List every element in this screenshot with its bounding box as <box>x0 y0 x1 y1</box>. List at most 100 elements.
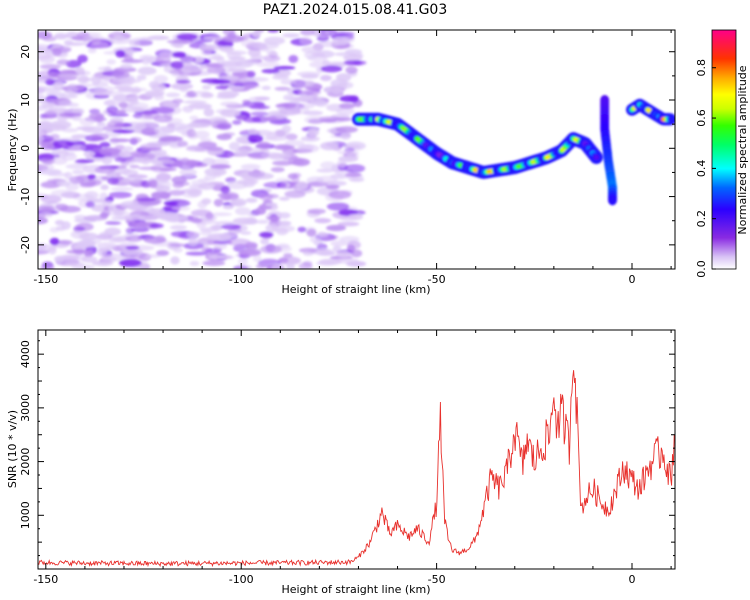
ridge-layer <box>352 95 675 206</box>
colorbar-tick-label: 0.6 <box>695 109 708 127</box>
noise-blob <box>284 190 306 199</box>
noise-blob <box>308 118 324 124</box>
spectrogram-y-label: Frequency (Hz) <box>6 109 19 192</box>
noise-blob <box>190 217 203 224</box>
noise-blob <box>344 172 362 178</box>
noise-blob <box>292 103 315 109</box>
noise-blob <box>64 151 76 156</box>
noise-blob <box>63 39 74 46</box>
noise-blob <box>40 263 55 269</box>
noise-blob <box>189 115 199 121</box>
noise-blob <box>276 227 289 236</box>
spectrogram-y-tick-label: -20 <box>19 236 32 254</box>
noise-blob <box>343 60 367 66</box>
noise-blob <box>39 63 61 70</box>
noise-blob <box>250 54 264 60</box>
noise-blob <box>186 231 201 237</box>
noise-blob <box>40 181 61 189</box>
noise-blob <box>188 237 198 246</box>
spectrogram-y-tick-label: 0 <box>19 145 32 152</box>
noise-blob <box>219 233 236 238</box>
noise-blob <box>306 228 317 237</box>
noise-blob <box>141 111 160 120</box>
noise-blob <box>96 121 106 127</box>
noise-blob <box>212 224 222 230</box>
snr-frame <box>37 329 676 570</box>
vertical-feature-blob <box>608 195 617 206</box>
noise-blob <box>212 169 225 174</box>
noise-blob <box>54 255 65 263</box>
noise-blob <box>300 30 315 36</box>
noise-blob <box>186 129 197 138</box>
noise-blob <box>89 133 110 141</box>
noise-blob <box>272 160 294 166</box>
noise-blob <box>163 141 178 146</box>
noise-blob <box>98 231 110 240</box>
noise-blob <box>328 190 352 199</box>
noise-blob <box>52 48 62 56</box>
noise-blob <box>317 231 327 236</box>
noise-blob <box>247 212 257 217</box>
noise-blob <box>287 173 299 180</box>
noise-blob <box>99 192 108 201</box>
noise-blob <box>283 253 293 258</box>
noise-blob <box>71 115 82 121</box>
noise-blob <box>38 44 50 49</box>
noise-blob <box>260 152 281 158</box>
noise-blob <box>228 56 246 61</box>
noise-blob <box>198 182 215 190</box>
noise-blob <box>137 66 157 75</box>
noise-blob <box>240 163 261 170</box>
noise-blob <box>47 172 69 177</box>
noise-blob <box>142 254 161 258</box>
noise-blob <box>339 95 359 102</box>
noise-blob <box>232 217 257 225</box>
noise-blob <box>74 67 85 74</box>
colorbar-tick-label: 0.4 <box>695 160 708 178</box>
noise-blob <box>242 101 266 108</box>
snr-y-label: SNR (10 * v/v) <box>6 410 19 488</box>
spectrogram-x-label: Height of straight line (km) <box>281 283 430 296</box>
noise-blob <box>183 69 192 75</box>
noise-blob <box>105 245 115 251</box>
noise-blob <box>318 116 341 121</box>
noise-blob <box>75 159 95 164</box>
noise-blob <box>112 71 130 79</box>
colorbar-tick-label: 0.0 <box>695 260 708 278</box>
figure-title: PAZ1.2024.015.08.41.G03 <box>263 2 448 18</box>
noise-blob <box>171 206 191 211</box>
noise-blob <box>151 83 166 92</box>
noise-blob <box>181 188 203 194</box>
noise-blob <box>260 245 282 254</box>
noise-blob <box>266 132 279 139</box>
noise-blob <box>248 170 266 178</box>
noise-blob <box>81 256 98 263</box>
noise-blob <box>85 201 96 208</box>
noise-blob <box>176 140 188 147</box>
noise-blob <box>260 238 270 245</box>
colorbar: 0.0 0.2 0.4 0.6 0.8 Normalized spectral ampl… <box>695 29 749 278</box>
noise-blob <box>39 55 55 64</box>
snr-y-tick-label: 1000 <box>19 501 32 529</box>
noise-blob <box>349 177 365 182</box>
noise-blob <box>283 94 295 101</box>
noise-blob <box>234 59 254 68</box>
noise-blob <box>336 160 347 168</box>
noise-blob <box>245 197 258 203</box>
snr-plot-area <box>38 330 675 569</box>
noise-blob <box>234 148 249 156</box>
noise-blob <box>337 221 360 227</box>
noise-blob <box>248 96 268 102</box>
spectrogram-x-tick-label: -50 <box>428 273 446 286</box>
noise-blob <box>72 169 84 175</box>
noise-blob <box>116 109 127 114</box>
noise-blob <box>196 221 207 229</box>
noise-blob <box>45 124 67 132</box>
noise-blob <box>102 125 123 132</box>
noise-blob <box>261 85 271 91</box>
noise-blob <box>242 81 259 88</box>
noise-blob <box>212 53 222 60</box>
noise-blob <box>204 248 222 254</box>
noise-blob <box>182 192 200 199</box>
